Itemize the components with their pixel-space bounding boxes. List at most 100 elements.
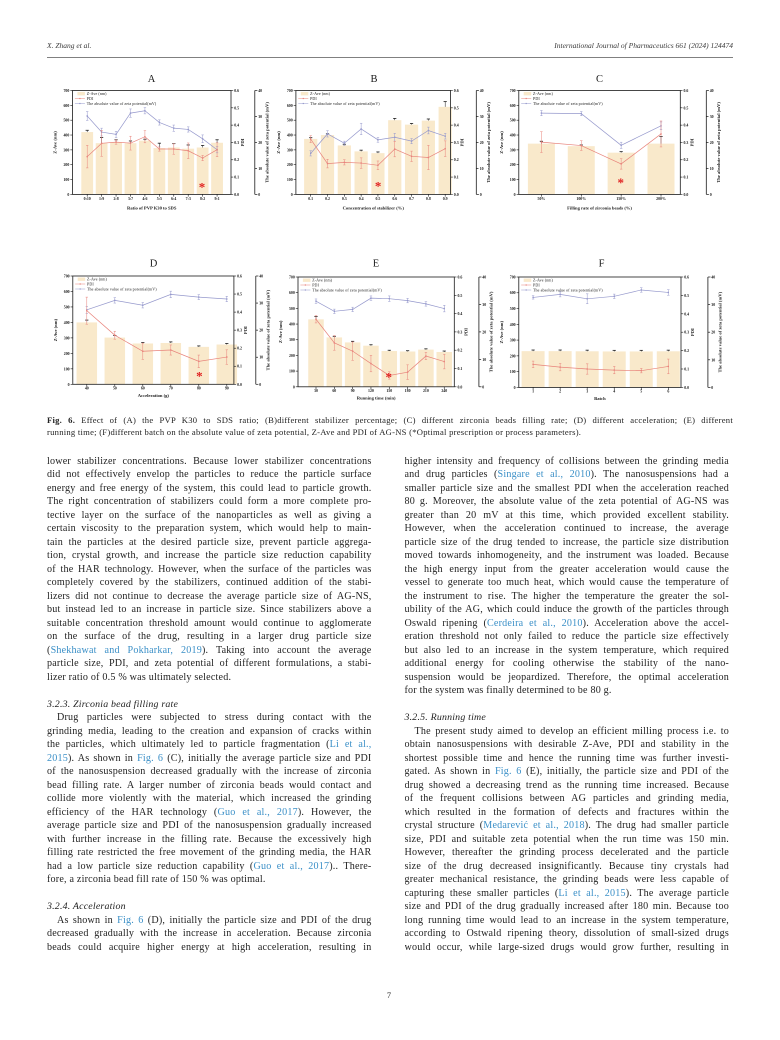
svg-text:30: 30 xyxy=(482,303,486,307)
svg-text:100: 100 xyxy=(510,370,516,374)
svg-text:Z-Ave (nm): Z-Ave (nm) xyxy=(533,91,553,96)
svg-text:0.5: 0.5 xyxy=(454,106,459,110)
svg-text:0.7: 0.7 xyxy=(409,197,414,201)
svg-text:600: 600 xyxy=(287,104,293,108)
svg-text:5: 5 xyxy=(640,389,642,393)
svg-text:2:8: 2:8 xyxy=(113,197,118,201)
svg-text:0: 0 xyxy=(711,386,713,390)
svg-text:0.5: 0.5 xyxy=(234,106,239,110)
svg-text:*: * xyxy=(618,175,625,190)
svg-text:0.2: 0.2 xyxy=(684,349,689,353)
svg-text:0.6: 0.6 xyxy=(684,89,689,93)
svg-text:0.4: 0.4 xyxy=(359,197,364,201)
svg-text:20: 20 xyxy=(480,141,484,145)
svg-text:3: 3 xyxy=(586,389,588,393)
svg-text:300: 300 xyxy=(64,336,70,340)
svg-text:B: B xyxy=(370,74,377,85)
svg-text:30: 30 xyxy=(480,115,484,119)
svg-text:Z-Ave (nm): Z-Ave (nm) xyxy=(278,320,283,343)
svg-text:8:2: 8:2 xyxy=(200,197,205,201)
svg-text:6:4: 6:4 xyxy=(171,197,176,201)
svg-text:The absolute value of zeta pot: The absolute value of zeta potential(mV) xyxy=(533,101,603,106)
svg-text:40: 40 xyxy=(480,89,484,93)
svg-text:10: 10 xyxy=(259,356,263,360)
svg-text:0.5: 0.5 xyxy=(237,293,242,297)
svg-text:*: * xyxy=(386,370,393,385)
svg-text:0.2: 0.2 xyxy=(237,347,242,351)
svg-text:200: 200 xyxy=(289,354,295,358)
svg-text:210: 210 xyxy=(423,389,429,393)
svg-text:6: 6 xyxy=(667,389,669,393)
svg-text:Z-Ave (nm): Z-Ave (nm) xyxy=(533,278,553,283)
svg-text:C: C xyxy=(596,74,603,85)
svg-text:0.5: 0.5 xyxy=(684,106,689,110)
svg-text:0.4: 0.4 xyxy=(234,124,239,128)
svg-text:0.5: 0.5 xyxy=(376,197,381,201)
svg-text:500: 500 xyxy=(289,307,295,311)
svg-text:0.4: 0.4 xyxy=(237,311,242,315)
svg-text:0: 0 xyxy=(482,385,484,389)
svg-text:0.6: 0.6 xyxy=(454,89,459,93)
svg-text:Batch: Batch xyxy=(594,396,606,401)
svg-text:500: 500 xyxy=(510,119,516,123)
svg-text:0.1: 0.1 xyxy=(308,197,313,201)
svg-text:100: 100 xyxy=(510,178,516,182)
svg-text:PDI: PDI xyxy=(312,282,319,287)
svg-text:The absolute value of zeta pot: The absolute value of zeta potential (mV… xyxy=(716,102,721,183)
svg-text:0.9: 0.9 xyxy=(443,197,448,201)
svg-text:10: 10 xyxy=(482,358,486,362)
svg-text:60: 60 xyxy=(141,386,145,390)
svg-text:0.0: 0.0 xyxy=(684,386,689,390)
svg-text:700: 700 xyxy=(510,89,516,93)
svg-text:*: * xyxy=(375,178,382,193)
svg-text:400: 400 xyxy=(510,133,516,137)
svg-text:Z-Ave (nm): Z-Ave (nm) xyxy=(87,91,107,96)
svg-text:70: 70 xyxy=(169,386,173,390)
svg-text:0.6: 0.6 xyxy=(458,275,463,279)
svg-text:20: 20 xyxy=(259,329,263,333)
svg-text:0.3: 0.3 xyxy=(454,141,459,145)
svg-text:20: 20 xyxy=(482,330,486,334)
svg-text:200: 200 xyxy=(510,163,516,167)
svg-text:0.4: 0.4 xyxy=(684,312,689,316)
svg-text:300: 300 xyxy=(510,339,516,343)
svg-text:300: 300 xyxy=(510,148,516,152)
svg-text:Z-Ave (nm): Z-Ave (nm) xyxy=(276,131,281,154)
svg-text:0: 0 xyxy=(480,193,482,197)
svg-text:50: 50 xyxy=(113,386,117,390)
svg-text:PDI: PDI xyxy=(310,96,317,101)
svg-text:700: 700 xyxy=(287,89,293,93)
svg-text:7:3: 7:3 xyxy=(186,197,191,201)
svg-text:500: 500 xyxy=(510,307,516,311)
svg-text:200: 200 xyxy=(63,163,69,167)
svg-text:0.1: 0.1 xyxy=(454,176,459,180)
svg-text:30: 30 xyxy=(710,115,714,119)
svg-text:50%: 50% xyxy=(538,197,546,201)
svg-text:600: 600 xyxy=(64,290,70,294)
svg-text:180: 180 xyxy=(405,389,411,393)
svg-text:300: 300 xyxy=(287,148,293,152)
svg-text:400: 400 xyxy=(64,321,70,325)
svg-text:Z-Ave (nm): Z-Ave (nm) xyxy=(310,91,330,96)
svg-text:30: 30 xyxy=(259,302,263,306)
svg-text:10: 10 xyxy=(711,358,715,362)
svg-text:20: 20 xyxy=(258,141,262,145)
svg-text:0.3: 0.3 xyxy=(234,141,239,145)
svg-text:2: 2 xyxy=(559,389,561,393)
svg-text:20: 20 xyxy=(710,141,714,145)
svg-text:200: 200 xyxy=(64,352,70,356)
svg-text:400: 400 xyxy=(63,133,69,137)
svg-text:4: 4 xyxy=(613,389,615,393)
svg-text:0: 0 xyxy=(258,193,260,197)
svg-text:10: 10 xyxy=(258,167,262,171)
svg-text:PDI: PDI xyxy=(690,328,695,336)
svg-text:0.4: 0.4 xyxy=(458,312,463,316)
svg-text:40: 40 xyxy=(482,275,486,279)
svg-text:600: 600 xyxy=(510,291,516,295)
svg-text:20: 20 xyxy=(711,331,715,335)
svg-text:0.1: 0.1 xyxy=(458,367,463,371)
svg-text:90: 90 xyxy=(351,389,355,393)
svg-text:0.0: 0.0 xyxy=(458,385,463,389)
svg-text:200: 200 xyxy=(287,163,293,167)
svg-text:30: 30 xyxy=(314,389,318,393)
